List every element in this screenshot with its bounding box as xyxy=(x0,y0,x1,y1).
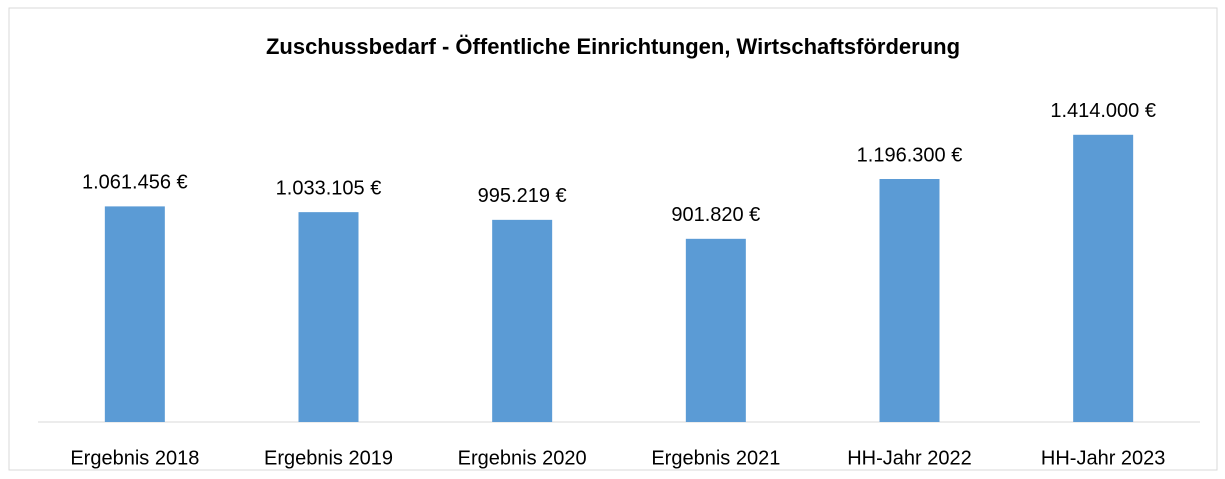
data-label: 1.033.105 € xyxy=(276,177,382,199)
chart-border xyxy=(8,7,1218,471)
bar xyxy=(685,238,746,422)
x-tick-label: Ergebnis 2020 xyxy=(458,447,587,469)
chart-title: Zuschussbedarf - Öffentliche Einrichtung… xyxy=(266,34,960,59)
x-tick-label: HH-Jahr 2023 xyxy=(1041,447,1166,469)
data-label: 901.820 € xyxy=(671,204,760,226)
bar xyxy=(492,219,553,422)
data-label: 1.061.456 € xyxy=(82,172,188,194)
x-tick-label: Ergebnis 2019 xyxy=(264,447,393,469)
data-label: 1.414.000 € xyxy=(1050,100,1156,122)
bar xyxy=(1073,134,1134,422)
data-label: 1.196.300 € xyxy=(857,144,963,166)
bar xyxy=(104,206,165,422)
bar xyxy=(879,179,940,422)
data-label: 995.219 € xyxy=(478,185,567,207)
x-tick-label: HH-Jahr 2022 xyxy=(847,447,972,469)
x-tick-label: Ergebnis 2018 xyxy=(70,447,199,469)
x-tick-label: Ergebnis 2021 xyxy=(651,447,780,469)
bar xyxy=(298,212,359,422)
